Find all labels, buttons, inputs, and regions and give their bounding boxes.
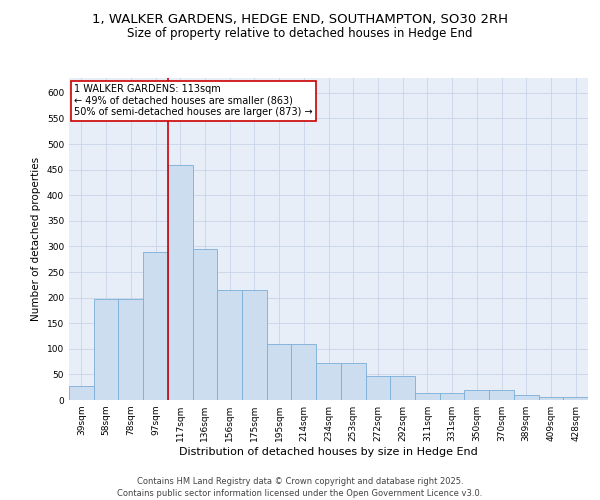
- Bar: [168, 164, 193, 400]
- Bar: [143, 252, 168, 400]
- Bar: [365, 376, 390, 400]
- Bar: [94, 299, 118, 400]
- Bar: [415, 394, 440, 400]
- Bar: [292, 344, 316, 400]
- Bar: [390, 376, 415, 400]
- Bar: [267, 344, 292, 400]
- Bar: [464, 390, 489, 400]
- Bar: [489, 390, 514, 400]
- Bar: [193, 249, 217, 400]
- Bar: [440, 394, 464, 400]
- Text: 1, WALKER GARDENS, HEDGE END, SOUTHAMPTON, SO30 2RH: 1, WALKER GARDENS, HEDGE END, SOUTHAMPTO…: [92, 12, 508, 26]
- Bar: [341, 362, 365, 400]
- Bar: [539, 398, 563, 400]
- Text: Size of property relative to detached houses in Hedge End: Size of property relative to detached ho…: [127, 28, 473, 40]
- X-axis label: Distribution of detached houses by size in Hedge End: Distribution of detached houses by size …: [179, 447, 478, 457]
- Text: 1 WALKER GARDENS: 113sqm
← 49% of detached houses are smaller (863)
50% of semi-: 1 WALKER GARDENS: 113sqm ← 49% of detach…: [74, 84, 313, 117]
- Bar: [69, 386, 94, 400]
- Bar: [242, 290, 267, 400]
- Text: Contains HM Land Registry data © Crown copyright and database right 2025.
Contai: Contains HM Land Registry data © Crown c…: [118, 476, 482, 498]
- Bar: [316, 362, 341, 400]
- Bar: [563, 398, 588, 400]
- Bar: [514, 396, 539, 400]
- Y-axis label: Number of detached properties: Number of detached properties: [31, 156, 41, 321]
- Bar: [217, 290, 242, 400]
- Bar: [118, 299, 143, 400]
